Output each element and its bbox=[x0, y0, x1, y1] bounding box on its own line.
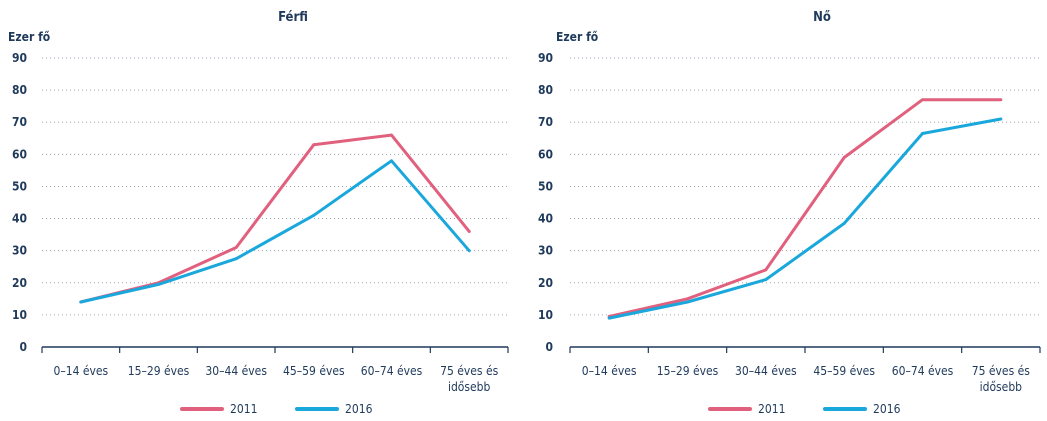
x-tick-label: 45–59 éves bbox=[283, 364, 345, 378]
data-point-2016 bbox=[764, 278, 768, 281]
y-tick-label: 70 bbox=[12, 115, 27, 129]
data-point-2011 bbox=[921, 98, 924, 102]
y-tick-label: 90 bbox=[12, 51, 27, 65]
x-tick-label: 15–29 éves bbox=[128, 364, 190, 378]
series-line-2016 bbox=[607, 117, 1003, 320]
y-tick-label: 60 bbox=[538, 147, 553, 161]
data-point-2011 bbox=[467, 230, 471, 233]
data-point-2011 bbox=[764, 268, 768, 272]
series-line-2011 bbox=[607, 98, 1003, 318]
x-tick-label: 0–14 éves bbox=[582, 364, 637, 378]
data-point-2011 bbox=[390, 133, 393, 137]
chart-title: Nő bbox=[813, 10, 831, 25]
data-point-2011 bbox=[686, 297, 689, 301]
chart-panel-2: Nő Ezer fő 0 10 20 30 40 50 60 70 80 90 0–14 éves 15–… bbox=[538, 10, 1041, 416]
data-point-2011 bbox=[999, 98, 1003, 102]
legend-label-2016: 2016 bbox=[345, 402, 373, 416]
data-point-2011 bbox=[234, 246, 238, 249]
legend-label-2011: 2011 bbox=[230, 402, 257, 416]
y-tick-label: 40 bbox=[12, 212, 27, 226]
x-tick-label: 30–44 éves bbox=[735, 364, 797, 378]
x-tick-label: 15–29 éves bbox=[657, 364, 719, 378]
data-point-2016 bbox=[842, 221, 846, 225]
y-tick-label: 40 bbox=[538, 212, 553, 226]
y-tick-label: 90 bbox=[538, 51, 553, 65]
x-tick-label: 45–59 éves bbox=[813, 364, 875, 378]
x-tick-label: 75 éves és idősebb bbox=[440, 364, 499, 394]
chart-title: Férfi bbox=[278, 10, 308, 25]
data-point-2016 bbox=[999, 117, 1003, 121]
y-tick-label: 50 bbox=[12, 179, 27, 193]
y-tick-label: 70 bbox=[538, 115, 553, 129]
x-tick-label: 60–74 éves bbox=[892, 364, 954, 378]
y-tick-label: 50 bbox=[538, 179, 553, 193]
y-tick-label: 20 bbox=[12, 276, 27, 290]
data-point-2016 bbox=[921, 132, 924, 135]
legend-label-2016: 2016 bbox=[873, 402, 901, 416]
data-point-2016 bbox=[234, 257, 238, 261]
y-tick-label: 30 bbox=[538, 244, 553, 258]
y-tick-label: 10 bbox=[12, 308, 27, 322]
data-point-2011 bbox=[312, 143, 316, 147]
series-line-2016 bbox=[79, 159, 471, 304]
y-tick-label: 60 bbox=[12, 147, 27, 161]
y-axis-label: Ezer fő bbox=[8, 30, 50, 44]
y-tick-label: 30 bbox=[12, 244, 27, 258]
data-point-2016 bbox=[157, 282, 160, 286]
y-tick-label: 10 bbox=[538, 308, 553, 322]
y-tick-label: 0 bbox=[19, 340, 27, 354]
data-point-2016 bbox=[607, 316, 611, 320]
data-point-2016 bbox=[686, 300, 689, 304]
y-axis-label: Ezer fő bbox=[556, 30, 598, 44]
data-point-2016 bbox=[390, 159, 393, 163]
data-point-2016 bbox=[79, 300, 83, 304]
y-tick-label: 0 bbox=[545, 340, 553, 354]
chart-panel-1: Férfi Ezer fő 0 10 20 30 40 50 60 70 80 90 0–14 éves… bbox=[8, 10, 509, 416]
x-tick-label: 60–74 éves bbox=[361, 364, 423, 378]
legend-label-2011: 2011 bbox=[758, 402, 785, 416]
x-tick-label: 30–44 éves bbox=[205, 364, 267, 378]
x-tick-label: 0–14 éves bbox=[53, 364, 108, 378]
y-tick-label: 80 bbox=[12, 83, 27, 97]
data-point-2011 bbox=[842, 156, 846, 159]
data-point-2016 bbox=[467, 249, 471, 253]
y-tick-label: 80 bbox=[538, 83, 553, 97]
x-tick-label: 75 éves és idősebb bbox=[972, 364, 1031, 394]
data-point-2016 bbox=[312, 213, 316, 217]
y-tick-label: 20 bbox=[538, 276, 553, 290]
